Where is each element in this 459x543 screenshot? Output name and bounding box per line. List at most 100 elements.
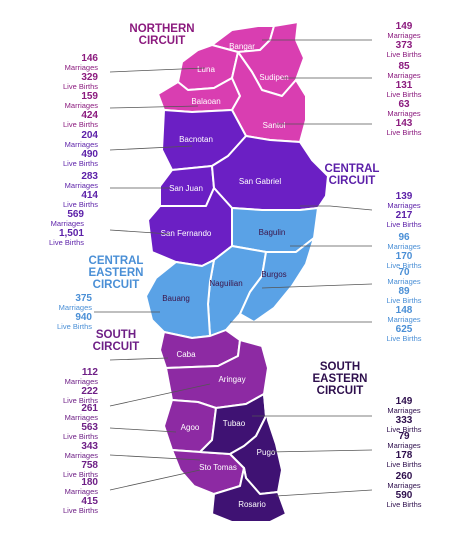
circuit-label-line: EASTERN xyxy=(313,373,368,385)
map-label-bacnotan: Bacnotan xyxy=(179,135,213,144)
births-count: 625 xyxy=(395,323,413,335)
births-label: Live Births xyxy=(386,424,422,434)
marriages-label: Marriages xyxy=(64,181,98,190)
marriages-count: 148 xyxy=(395,305,413,316)
circuit-label-line: EASTERN xyxy=(89,267,144,279)
map-label-sto-tomas: Sto Tomas xyxy=(199,463,237,472)
births-label: Live Births xyxy=(386,459,422,469)
circuit-label-line: CIRCUIT xyxy=(317,385,364,397)
map-label-tubao: Tubao xyxy=(223,419,246,428)
births-count: 490 xyxy=(81,148,98,160)
marriages-label: Marriages xyxy=(387,242,421,251)
births-count: 222 xyxy=(81,385,98,397)
region-burgos[interactable] xyxy=(239,237,315,323)
births-label: Live Births xyxy=(386,49,422,59)
map-label-bagulin: Bagulin xyxy=(259,228,286,237)
stat-santol: 63 Marriages 143 Live Births xyxy=(372,100,436,137)
marriages-label: Marriages xyxy=(64,63,98,72)
map-label-caba: Caba xyxy=(176,350,196,359)
marriages-label: Marriages xyxy=(387,481,421,490)
marriages-label: Marriages xyxy=(50,219,84,228)
marriages-count: 139 xyxy=(395,191,413,202)
births-count: 940 xyxy=(75,311,92,323)
marriages-count: 180 xyxy=(81,477,98,488)
stat-aringay: 261 Marriages 563 Live Births xyxy=(34,404,98,441)
stat-caba: 112 Marriages 222 Live Births xyxy=(34,368,98,405)
stat-san-juan: 283 Marriages 414 Live Births xyxy=(34,172,98,209)
stat-bagulin: 96 Marriages 170 Live Births xyxy=(372,233,436,270)
stat-bangar: 149 Marriages 373 Live Births xyxy=(372,22,436,59)
region-rosario[interactable] xyxy=(211,467,287,523)
stat-sto-tomas: 180 Marriages 415 Live Births xyxy=(34,478,98,515)
stat-bauang: 375 Marriages 940 Live Births xyxy=(28,294,92,331)
marriages-label: Marriages xyxy=(387,315,421,324)
stat-san-gabriel: 139 Marriages 217 Live Births xyxy=(372,192,436,229)
stat-naguilian: 148 Marriages 625 Live Births xyxy=(372,306,436,343)
map-label-bangar: Bangar xyxy=(229,42,255,51)
births-count: 333 xyxy=(395,414,413,426)
births-count: 217 xyxy=(395,209,413,221)
stat-bacnotan: 204 Marriages 490 Live Births xyxy=(34,131,98,168)
circuit-label-line: CENTRAL xyxy=(89,255,144,267)
births-count: 178 xyxy=(395,449,413,461)
map-label-pugo: Pugo xyxy=(257,448,276,457)
marriages-count: 375 xyxy=(75,293,92,304)
circuit-label-line: CIRCUIT xyxy=(93,279,140,291)
marriages-count: 149 xyxy=(395,21,413,32)
map-label-aringay: Aringay xyxy=(218,375,245,384)
circuit-label-south-eastern: SOUTH EASTERN CIRCUIT xyxy=(313,361,368,397)
births-label: Live Births xyxy=(386,89,422,99)
births-label: Live Births xyxy=(386,333,422,343)
births-count: 143 xyxy=(395,117,413,129)
marriages-label: Marriages xyxy=(64,140,98,149)
marriages-count: 260 xyxy=(395,471,413,482)
marriages-label: Marriages xyxy=(387,71,421,80)
circuit-label-line: NORTHERN xyxy=(129,23,194,35)
marriages-count: 343 xyxy=(81,441,98,452)
circuit-label-line: CIRCUIT xyxy=(93,341,140,353)
marriages-count: 149 xyxy=(395,396,413,407)
map-label-luna: Luna xyxy=(197,65,215,74)
births-label: Live Births xyxy=(386,260,422,270)
marriages-label: Marriages xyxy=(64,413,98,422)
marriages-count: 283 xyxy=(81,171,98,182)
births-label: Live Births xyxy=(386,127,422,137)
circuit-label-line: CIRCUIT xyxy=(329,175,376,187)
circuit-label-line: SOUTH xyxy=(320,361,360,373)
births-label: Live Births xyxy=(62,469,98,479)
marriages-label: Marriages xyxy=(387,277,421,286)
leader-lines xyxy=(94,39,373,497)
marriages-count: 112 xyxy=(81,367,98,378)
circuit-label-central: CENTRAL CIRCUIT xyxy=(325,163,380,187)
map-label-agoo: Agoo xyxy=(181,423,200,432)
births-label: Live Births xyxy=(62,431,98,441)
circuit-label-south: SOUTH CIRCUIT xyxy=(93,329,140,353)
map-label-san-juan: San Juan xyxy=(169,184,203,193)
births-count: 758 xyxy=(81,459,98,471)
circuit-label-line: CENTRAL xyxy=(325,163,380,175)
marriages-count: 96 xyxy=(398,232,410,243)
marriages-count: 569 xyxy=(67,209,84,220)
births-count: 590 xyxy=(395,489,413,501)
births-count: 1,501 xyxy=(58,227,84,239)
map-label-naguilian: Naguilian xyxy=(209,279,242,288)
births-label: Live Births xyxy=(62,505,98,515)
marriages-count: 85 xyxy=(398,61,410,72)
map-label-bauang: Bauang xyxy=(162,294,190,303)
map-label-burgos: Burgos xyxy=(261,270,286,279)
births-label: Live Births xyxy=(386,219,422,229)
circuit-label-line: CIRCUIT xyxy=(139,35,186,47)
circuit-label-central-eastern: CENTRAL EASTERN CIRCUIT xyxy=(89,255,144,291)
map-label-balaoan: Balaoan xyxy=(191,97,220,106)
births-label: Live Births xyxy=(386,295,422,305)
births-count: 373 xyxy=(395,39,413,51)
births-count: 170 xyxy=(395,250,413,262)
births-count: 329 xyxy=(81,71,98,83)
marriages-label: Marriages xyxy=(387,109,421,118)
marriages-label: Marriages xyxy=(387,406,421,415)
marriages-label: Marriages xyxy=(64,377,98,386)
births-count: 424 xyxy=(81,109,98,121)
map-label-rosario: Rosario xyxy=(238,500,266,509)
marriages-count: 261 xyxy=(81,403,98,414)
